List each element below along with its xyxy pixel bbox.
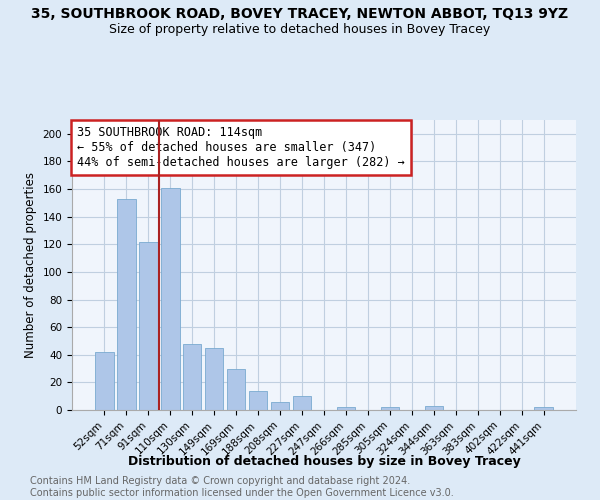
Bar <box>183 344 202 410</box>
Bar <box>535 407 553 410</box>
Bar <box>161 188 179 410</box>
Bar <box>95 352 113 410</box>
Text: Contains HM Land Registry data © Crown copyright and database right 2024.
Contai: Contains HM Land Registry data © Crown c… <box>30 476 454 498</box>
Bar <box>293 396 311 410</box>
Text: Distribution of detached houses by size in Bovey Tracey: Distribution of detached houses by size … <box>128 455 520 468</box>
Bar <box>249 390 268 410</box>
Bar <box>117 198 136 410</box>
Bar <box>139 242 158 410</box>
Text: 35 SOUTHBROOK ROAD: 114sqm
← 55% of detached houses are smaller (347)
44% of sem: 35 SOUTHBROOK ROAD: 114sqm ← 55% of deta… <box>77 126 405 169</box>
Bar <box>205 348 223 410</box>
Bar <box>337 407 355 410</box>
Y-axis label: Number of detached properties: Number of detached properties <box>24 172 37 358</box>
Bar <box>271 402 289 410</box>
Bar <box>425 406 443 410</box>
Bar <box>380 407 399 410</box>
Bar <box>227 368 245 410</box>
Text: 35, SOUTHBROOK ROAD, BOVEY TRACEY, NEWTON ABBOT, TQ13 9YZ: 35, SOUTHBROOK ROAD, BOVEY TRACEY, NEWTO… <box>31 8 569 22</box>
Text: Size of property relative to detached houses in Bovey Tracey: Size of property relative to detached ho… <box>109 22 491 36</box>
